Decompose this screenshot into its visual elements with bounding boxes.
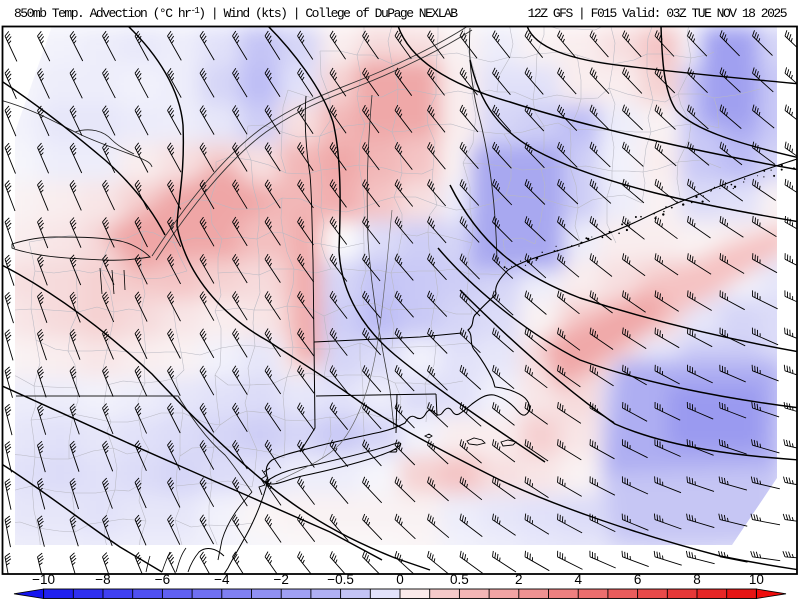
svg-text:−0.5: −0.5: [327, 572, 354, 587]
svg-text:−2: −2: [273, 572, 288, 587]
svg-text:6: 6: [634, 572, 642, 587]
svg-text:0: 0: [396, 572, 404, 587]
svg-text:12Z GFS | F015 Valid: 03Z TUE: 12Z GFS | F015 Valid: 03Z TUE NOV 18 202…: [528, 6, 787, 21]
svg-text:−8: −8: [95, 572, 110, 587]
svg-text:0.5: 0.5: [450, 572, 469, 587]
svg-text:−6: −6: [155, 572, 170, 587]
svg-text:8: 8: [693, 572, 701, 587]
svg-text:−4: −4: [214, 572, 230, 587]
svg-text:−10: −10: [32, 572, 55, 587]
svg-text:2: 2: [515, 572, 523, 587]
svg-text:4: 4: [574, 572, 582, 587]
svg-text:850mb Temp. Advection (°C hr-1: 850mb Temp. Advection (°C hr-1) | Wind (…: [14, 6, 458, 21]
svg-text:10: 10: [749, 572, 764, 587]
